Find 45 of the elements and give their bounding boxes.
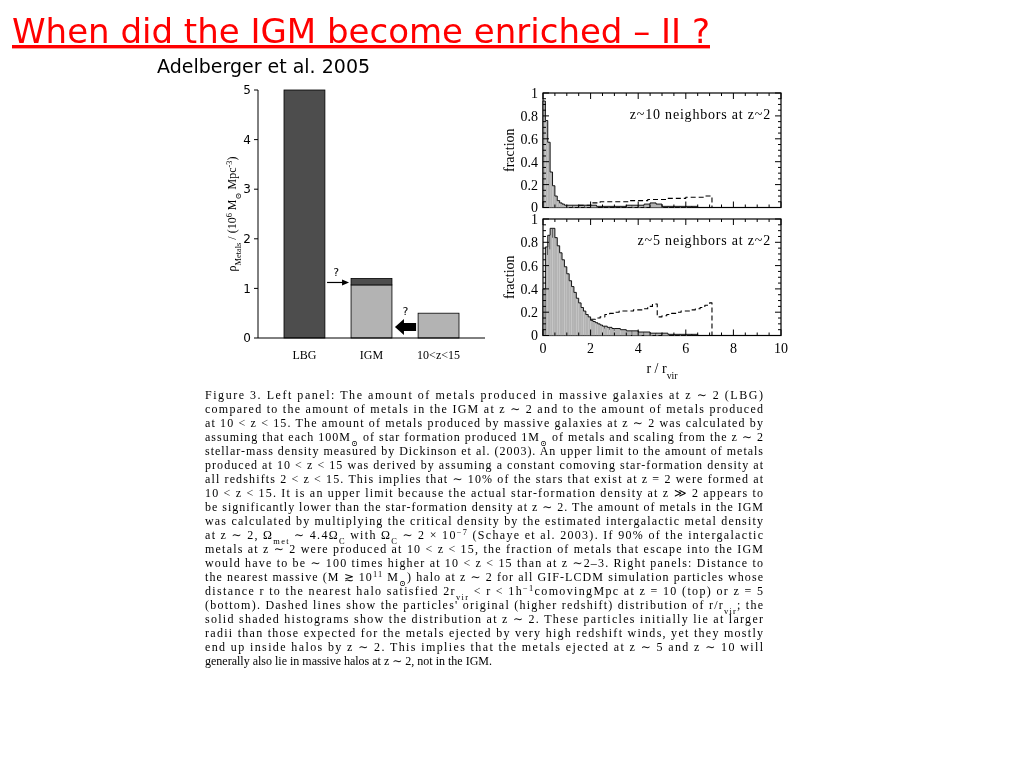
annotation: z~5 neighbors at z~2 [637,233,771,248]
y-tick-label: 1 [531,211,538,227]
x-tick-label: IGM [359,348,384,362]
y-tick-label: 1 [531,85,538,101]
y-tick-label: 0.2 [520,177,538,193]
text: be significantly lower than the star-formation density at z ∼ 2. The amount of metals in the IGM [205,500,764,514]
x-tick-label: 2 [587,340,595,356]
y-tick-label: 4 [243,132,251,147]
chart-title: When did the IGM become enriched – II ? [12,11,710,51]
annotation: z~10 neighbors at z~2 [629,107,771,122]
annotation: ? [333,266,340,280]
y-tick-label: 0.2 [520,305,538,321]
y-tick-label: 0.8 [520,108,538,124]
text: compared to the amount of metals in the IGM at z ∼ 2 and to the amount of metals produced [205,402,763,416]
text: end up inside halos by z ∼ 2. This implies that the metals ejected at z ∼ 5 and z ∼ 10 will [205,640,764,654]
x-tick-label: 10<z<15 [417,348,460,362]
x-tick-label: 4 [634,340,642,356]
y-tick-label: 5 [243,83,251,98]
text: generally also lie in massive halos at z ∼ 2, not in the IGM. [205,654,492,668]
y-tick-label: 0.6 [520,131,538,147]
text: was calculated by multiplying the critical density by the estimated intergalactic metal density [205,514,763,528]
y-tick-label: 0.6 [520,258,538,274]
y-tick-label: 3 [243,182,251,197]
x-tick-label: LBG [292,348,317,362]
x-axis-title: r / r$_{vir}$ [646,360,679,380]
x-tick-label: 8 [729,340,737,356]
y-tick-label: 1 [243,281,251,296]
y-tick-label: 0.4 [520,154,538,170]
y-tick-label: 2 [243,232,251,246]
annotation: ? [402,305,409,318]
text: at 10 < z < 15. The amount of metals produced by massive galaxies at z ∼ 2 was calculated by [205,416,763,430]
y-axis-title: fraction [502,128,517,173]
y-tick-label: 0.8 [520,235,538,251]
caption: Figure 3. Left panel: The amount of metals produced in massive galaxies at z ∼ 2 (LBG) [205,388,763,402]
y-tick-label: 0 [531,328,538,344]
text: Adelberger et al. 2005 [157,55,371,77]
text: produced at 10 < z < 15 was derived by assuming a constant comoving star-formation density at [205,458,764,472]
y-axis-title: fraction [502,255,517,300]
x-tick-label: 10 [774,340,788,356]
text: radii than those expected for the metals ejected by very high redshift winds, yet they mostly [205,626,763,640]
text: would have to be ∼ 100 times higher at 10 < z < 15 than at z ∼2–3. Right panels: Distance to [205,556,763,570]
x-tick-label: 6 [682,340,690,356]
text: 10 < z < 15. It is an upper limit because the actual star-formation density at z ≫ 2 appears to [205,486,763,500]
y-tick-label: 0.4 [520,281,538,297]
text: all redshifts 2 < z < 15. This implies that ∼ 10% of the stars that exist at z = 2 were formed at [205,472,764,486]
